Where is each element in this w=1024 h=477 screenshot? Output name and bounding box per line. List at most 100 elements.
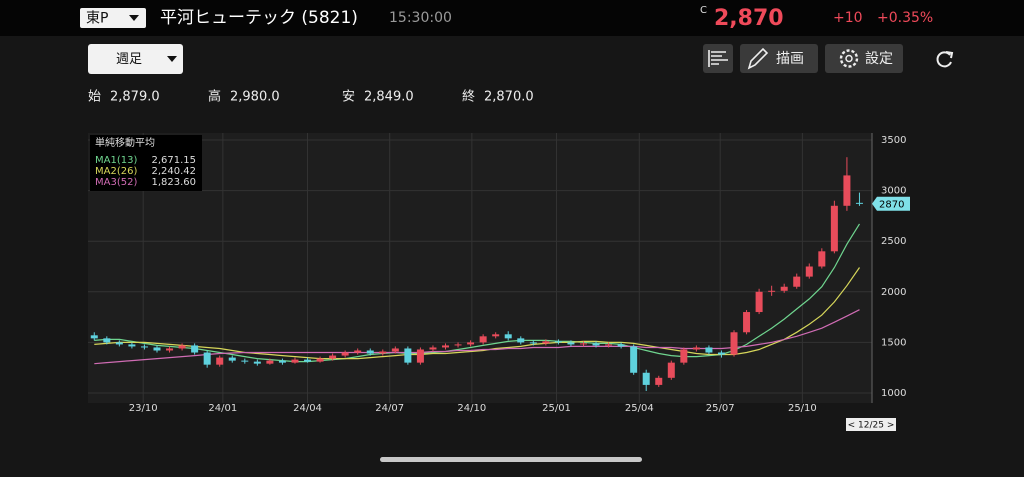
candle-body bbox=[366, 350, 374, 354]
x-tick-label: 25/04 bbox=[625, 403, 654, 414]
ohlc-label: 終 bbox=[462, 89, 475, 105]
candle-body bbox=[554, 341, 562, 343]
settings-button[interactable]: 設定 bbox=[825, 44, 903, 73]
candle-body bbox=[341, 352, 349, 356]
price-badge bbox=[872, 196, 910, 211]
candle-body bbox=[115, 342, 123, 345]
draw-button[interactable]: 描画 bbox=[740, 44, 818, 73]
time: 15:30:00 bbox=[389, 10, 452, 26]
candle-body bbox=[818, 251, 826, 267]
candle-body bbox=[830, 205, 838, 252]
candle-body bbox=[354, 350, 362, 353]
candle-body bbox=[166, 348, 174, 351]
change: +10 bbox=[833, 10, 863, 26]
candle-body bbox=[805, 266, 813, 277]
button-box bbox=[703, 44, 733, 73]
candle-body bbox=[592, 343, 600, 346]
candle-body bbox=[793, 276, 801, 287]
candle-body bbox=[529, 342, 537, 344]
x-tick-label: 24/07 bbox=[375, 403, 404, 414]
price-badge-label: 2870 bbox=[879, 199, 904, 210]
candle-body bbox=[655, 377, 663, 385]
candle-body bbox=[454, 344, 462, 346]
candle-body bbox=[467, 342, 475, 345]
candle-body bbox=[504, 334, 512, 339]
candle-body bbox=[843, 175, 851, 206]
candle-body bbox=[492, 334, 500, 337]
dropdown-arrow bbox=[167, 56, 177, 62]
indicator-button[interactable] bbox=[703, 44, 733, 73]
settings-label: 設定 bbox=[865, 51, 893, 67]
candle-body bbox=[153, 347, 161, 351]
refresh-button[interactable] bbox=[936, 51, 954, 68]
candle-body bbox=[542, 341, 550, 344]
legend: MA1(13) 2,671.15 MA2(26) 2,240.42 MA3(52) 1,8… bbox=[95, 155, 196, 188]
price: 2,870 bbox=[714, 6, 784, 31]
market-select[interactable]: 東P bbox=[80, 8, 146, 28]
candle-body bbox=[304, 359, 312, 362]
ohlc-label: 高 bbox=[208, 89, 221, 105]
draw-label: 描画 bbox=[776, 51, 804, 67]
icon bbox=[747, 47, 769, 70]
candle-body bbox=[278, 360, 286, 363]
button-box bbox=[740, 44, 818, 73]
x-tick-label: 25/07 bbox=[706, 403, 735, 414]
candle-body bbox=[416, 349, 424, 363]
candle-body bbox=[316, 358, 324, 362]
candle-body bbox=[178, 345, 186, 349]
legend-name: MA2(26) bbox=[95, 166, 137, 177]
y-tick-label: 3500 bbox=[881, 135, 906, 146]
x-tick-label: 25/10 bbox=[788, 403, 817, 414]
candle-body bbox=[253, 361, 261, 364]
y-tick-label: 2000 bbox=[881, 287, 906, 298]
period-box bbox=[88, 44, 183, 74]
candle-body bbox=[717, 352, 725, 355]
legend-value: 1,823.60 bbox=[151, 177, 196, 188]
y-tick-label: 2500 bbox=[881, 236, 906, 247]
icon bbox=[845, 54, 853, 63]
period: 週足 bbox=[116, 52, 142, 67]
ohlc-label: 始 bbox=[88, 90, 101, 105]
ohlc-row: 始 2,879.0 高 2,980.0 安 2,849.0 終 2,870.0 bbox=[88, 89, 534, 105]
period-button[interactable]: 週足 bbox=[88, 44, 183, 74]
candle-body bbox=[203, 352, 211, 365]
candle-body bbox=[743, 312, 751, 333]
candle-body bbox=[692, 347, 700, 350]
candle-body bbox=[391, 348, 399, 352]
candle-body bbox=[266, 360, 274, 364]
top-bar bbox=[0, 0, 1024, 36]
x-tick-label: 24/04 bbox=[293, 403, 322, 414]
y-tick-label: 1000 bbox=[881, 388, 906, 399]
candle-body bbox=[617, 344, 625, 347]
candle-body bbox=[667, 362, 675, 378]
candle-body bbox=[228, 357, 236, 361]
candle-body bbox=[705, 347, 713, 353]
candle-body bbox=[755, 291, 763, 313]
x-tick-label: 23/10 bbox=[129, 403, 158, 414]
candle-body bbox=[90, 335, 98, 339]
candle-body bbox=[191, 345, 199, 353]
candle-body bbox=[128, 344, 136, 347]
market-box bbox=[80, 8, 146, 28]
y-tick-label: 3000 bbox=[881, 186, 906, 197]
x-tick-label: 24/10 bbox=[457, 403, 486, 414]
candle-body bbox=[630, 346, 638, 373]
candle-body bbox=[680, 349, 688, 363]
candle-body bbox=[404, 348, 412, 363]
stock-name: 平河ヒューテック (5821) bbox=[160, 8, 358, 28]
date-label: < 12/25 > bbox=[848, 421, 895, 431]
ohlc-value: 2,980.0 bbox=[230, 90, 280, 105]
ohlc-value: 2,870.0 bbox=[484, 90, 534, 105]
market: 東P bbox=[86, 11, 108, 27]
plot: 1000 1500 2000 2500 3000 3500 23/10 24/01 24/04 2… bbox=[88, 133, 910, 431]
change-pct: +0.35% bbox=[877, 10, 933, 26]
candle-body bbox=[855, 202, 863, 204]
candle-body bbox=[567, 342, 575, 345]
y-tick-label: 1500 bbox=[881, 337, 906, 348]
candle-body bbox=[605, 344, 613, 346]
legend-name: MA3(52) bbox=[95, 177, 137, 188]
legend-title: 単純移動平均 bbox=[95, 136, 155, 149]
date-box bbox=[846, 418, 896, 431]
candle-body bbox=[103, 338, 111, 343]
